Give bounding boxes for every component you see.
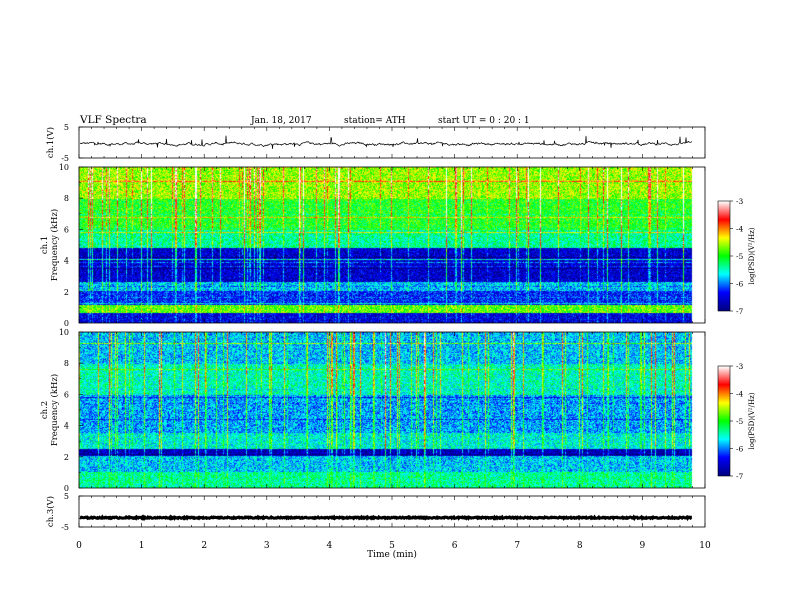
date-label: Jan. 18, 2017 [250, 116, 312, 126]
x-tick-label: 1 [139, 541, 145, 551]
x-tick-label: 5 [389, 541, 395, 551]
y-tick-label: 10 [59, 328, 69, 337]
colorbar-tick-label: -5 [736, 417, 744, 426]
x-tick-label: 2 [201, 541, 207, 551]
colorbar-tick-label: -6 [736, 445, 744, 454]
x-tick-label: 7 [514, 541, 520, 551]
y-tick-label: 6 [64, 390, 69, 399]
y-axis-label: ch.2 [40, 401, 50, 419]
y-tick-label: 5 [64, 492, 69, 501]
y-tick-label: 5 [64, 123, 69, 132]
panel-frame-4 [78, 495, 706, 528]
colorbar-tick-label: -3 [736, 362, 744, 371]
y-tick-label: 0 [64, 484, 69, 493]
y-tick-label: 10 [59, 163, 69, 172]
station-label: station= ATH [344, 116, 406, 126]
y-axis-label: ch.1(V) [45, 127, 56, 158]
panel-frame-1 [78, 126, 706, 159]
colorbar-label: log(PSD)(V²/Hz) [748, 392, 756, 449]
y-axis-label: Frequency (kHz) [49, 374, 60, 446]
x-tick-labels: 0 1 2 3 4 5 6 7 8 9 10 [76, 541, 711, 551]
ch3-waveform-line [79, 514, 693, 522]
colorbar-tick-label: -7 [736, 307, 744, 316]
colorbar-tick-label: -3 [736, 197, 744, 206]
y-tick-label: 6 [64, 225, 69, 234]
colorbar-label: log(PSD)(V²/Hz) [748, 227, 756, 284]
colorbar-tick-label: -6 [736, 280, 744, 289]
spectrogram-ch2-image [79, 332, 705, 488]
x-tick-label: 4 [327, 541, 333, 551]
y-tick-label: 0 [64, 319, 69, 328]
colorbar-tick-label: -7 [736, 472, 744, 481]
y-tick-label: 2 [64, 288, 69, 297]
colorbar-image [718, 366, 730, 476]
start-time-label: start UT = 0 : 20 : 1 [438, 116, 530, 126]
x-tick-label: 8 [577, 541, 583, 551]
x-tick-label: 10 [699, 541, 711, 551]
x-tick-label: 0 [76, 541, 82, 551]
y-axis-label: ch.3(V) [45, 496, 56, 527]
y-tick-label: -5 [61, 154, 69, 163]
figure-title: VLF Spectra [79, 114, 147, 126]
x-tick-label: 9 [640, 541, 646, 551]
y-tick-label: -5 [61, 523, 69, 532]
y-tick-label: 4 [64, 257, 69, 266]
colorbar-tick-label: -5 [736, 252, 744, 261]
y-tick-label: 8 [64, 194, 69, 203]
y-tick-label: 4 [64, 422, 69, 431]
y-tick-label: 8 [64, 359, 69, 368]
y-axis-label: Frequency (kHz) [49, 209, 60, 281]
ch1-waveform-line [79, 135, 693, 149]
y-tick-label: 2 [64, 453, 69, 462]
colorbar-image [718, 201, 730, 311]
y-axis-label: ch.1 [40, 236, 50, 254]
colorbar-tick-label: -4 [736, 225, 744, 234]
x-tick-label: 6 [452, 541, 458, 551]
x-axis-label: Time (min) [367, 549, 417, 560]
colorbar-tick-label: -4 [736, 390, 744, 399]
x-tick-label: 3 [264, 541, 270, 551]
spectrogram-ch1-image [79, 167, 705, 323]
